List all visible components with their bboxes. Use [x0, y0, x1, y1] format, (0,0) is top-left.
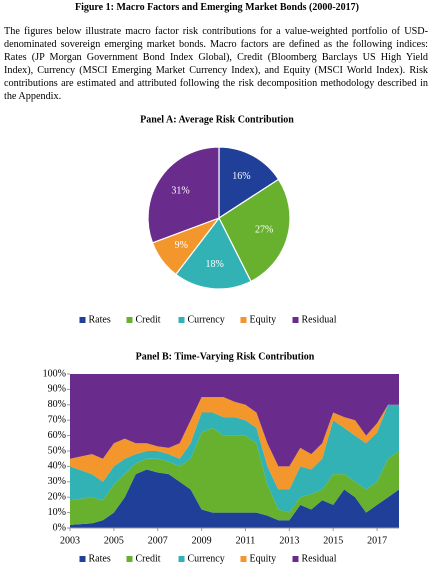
figure-title: Figure 1: Macro Factors and Emerging Mar… — [74, 2, 360, 13]
slice-label: 31% — [171, 186, 189, 197]
legend-label: Credit — [136, 314, 161, 325]
slice-label: 27% — [255, 225, 273, 236]
legend-label: Residual — [302, 553, 337, 564]
legend-swatch — [79, 317, 86, 323]
legend-label: Rates — [89, 553, 111, 564]
legend-swatch — [240, 556, 247, 562]
legend-swatch — [126, 317, 133, 323]
panel-title: Panel B: Time-Varying Risk Contribution — [136, 351, 315, 362]
legend-swatch — [178, 317, 185, 323]
y-tick-label: 90% — [48, 384, 66, 395]
slice-label: 16% — [232, 171, 250, 182]
y-tick-label: 100% — [43, 368, 66, 379]
slice-label: 9% — [175, 240, 188, 251]
x-tick-label: 2005 — [104, 535, 124, 546]
y-tick-label: 80% — [48, 399, 66, 410]
legend-label: Equity — [250, 314, 277, 325]
y-tick-label: 40% — [48, 461, 66, 472]
y-tick-label: 10% — [48, 507, 66, 518]
x-tick-label: 2017 — [367, 535, 387, 546]
description: The figures below illustrate macro facto… — [4, 26, 428, 102]
legend-swatch — [292, 556, 299, 562]
panel-title: Panel A: Average Risk Contribution — [140, 114, 294, 125]
y-tick-label: 0% — [53, 522, 66, 533]
area — [70, 469, 399, 528]
x-tick-label: 2007 — [148, 535, 168, 546]
legend-swatch — [292, 317, 299, 323]
pie-slice — [175, 216, 252, 290]
legend-label: Currency — [188, 553, 225, 564]
y-tick-label: 20% — [48, 491, 66, 502]
y-tick-label: 50% — [48, 445, 66, 456]
area — [70, 374, 399, 467]
legend-swatch — [126, 556, 133, 562]
legend-label: Rates — [89, 314, 111, 325]
y-tick-label: 70% — [48, 414, 66, 425]
legend-label: Currency — [188, 314, 225, 325]
area — [70, 404, 399, 513]
x-tick-label: 2009 — [192, 535, 212, 546]
pie-slice — [218, 146, 280, 220]
legend-label: Equity — [250, 553, 277, 564]
y-tick-label: 60% — [48, 430, 66, 441]
slice-label: 18% — [205, 259, 223, 270]
legend-label: Credit — [136, 553, 161, 564]
legend-label: Residual — [302, 314, 337, 325]
x-tick-label: 2015 — [323, 535, 343, 546]
pie-slice — [147, 146, 220, 244]
pie-slice — [218, 178, 291, 283]
legend-swatch — [79, 556, 86, 562]
area — [70, 427, 399, 525]
legend-swatch — [240, 317, 247, 323]
x-tick-label: 2011 — [236, 535, 256, 546]
legend-swatch — [178, 556, 185, 562]
x-tick-label: 2003 — [60, 535, 80, 546]
y-tick-label: 30% — [48, 476, 66, 487]
x-tick-label: 2013 — [279, 535, 299, 546]
